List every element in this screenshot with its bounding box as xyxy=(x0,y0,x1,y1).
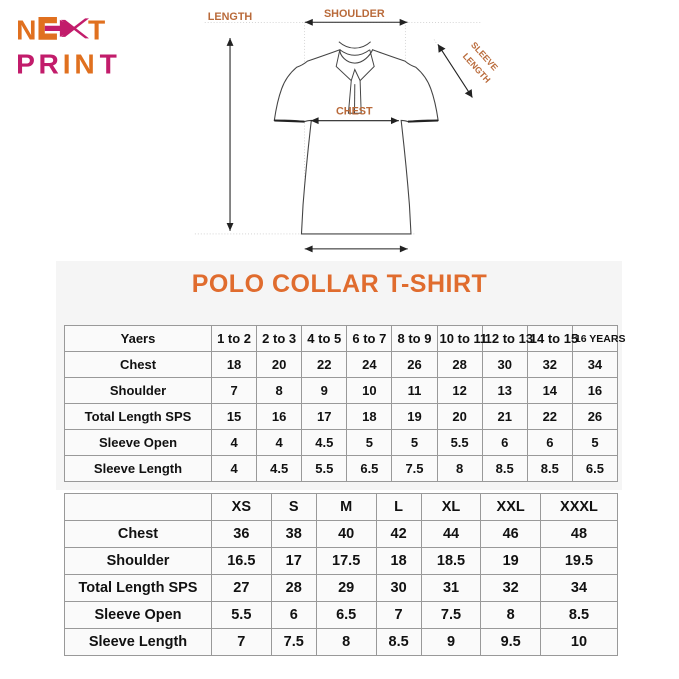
svg-text:LENGTH: LENGTH xyxy=(208,11,253,23)
svg-text:T: T xyxy=(88,16,105,45)
svg-text:T: T xyxy=(100,47,117,79)
svg-text:N: N xyxy=(74,47,93,79)
svg-text:P: P xyxy=(16,47,34,79)
svg-text:N: N xyxy=(16,16,35,45)
svg-text:CHEST: CHEST xyxy=(336,105,373,117)
svg-text:R: R xyxy=(38,47,58,79)
svg-text:SHOULDER: SHOULDER xyxy=(324,8,385,20)
svg-text:I: I xyxy=(63,47,70,79)
